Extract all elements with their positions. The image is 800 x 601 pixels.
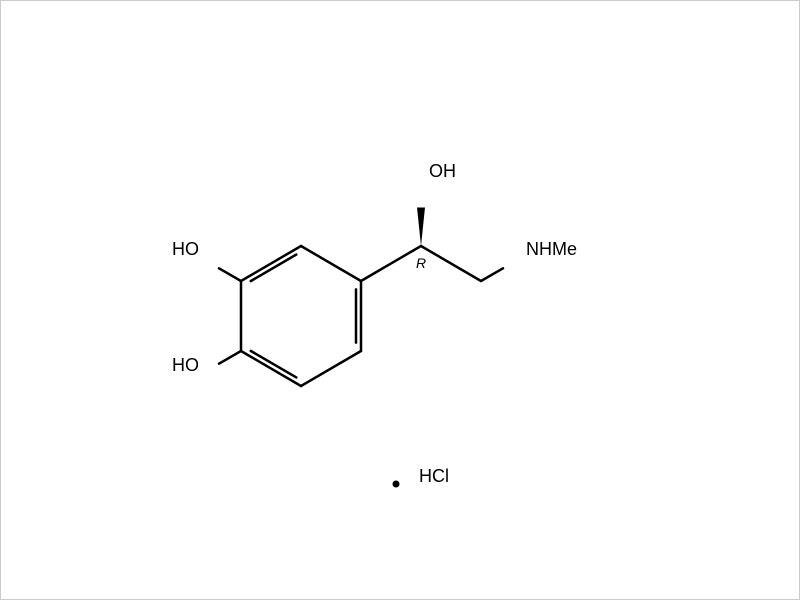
stereo-label: R [411,255,431,271]
salt-label: HCl [419,466,449,487]
structure-canvas: HO HO OH NHMe R HCl [0,0,800,600]
label-ho-top: HO [172,239,199,260]
label-oh: OH [429,161,456,182]
label-nhme: NHMe [526,239,577,260]
label-ho-bot: HO [172,355,199,376]
bond-layer [1,1,800,601]
